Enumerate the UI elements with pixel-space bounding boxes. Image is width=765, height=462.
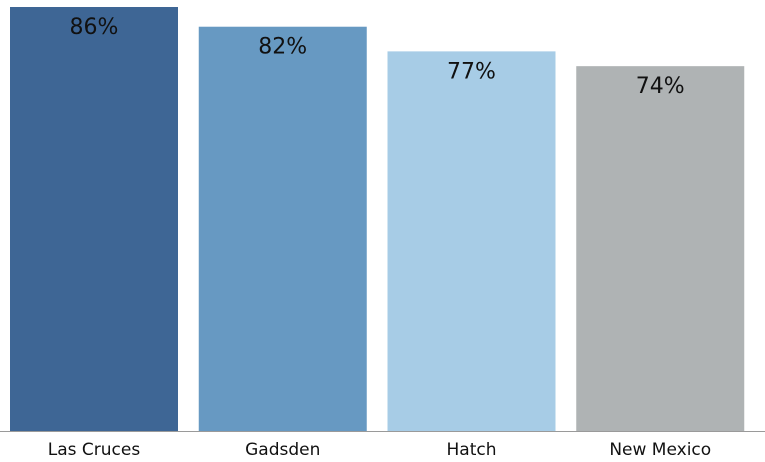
category-label: Las Cruces: [48, 440, 141, 460]
category-label: Hatch: [447, 440, 497, 460]
category-label: New Mexico: [609, 440, 711, 460]
value-labels-group: 86% 82% 77% 74%: [70, 15, 685, 99]
bar-las-cruces: [10, 7, 178, 431]
bar-hatch: [387, 51, 556, 431]
value-label: 86%: [70, 15, 119, 40]
value-label: 77%: [447, 59, 496, 84]
value-label: 82%: [258, 35, 307, 60]
bars-group: [10, 7, 745, 432]
category-labels-group: Las Cruces Gadsden Hatch New Mexico: [48, 440, 711, 460]
bar-new-mexico: [576, 66, 745, 432]
value-label: 74%: [636, 74, 685, 99]
category-label: Gadsden: [245, 440, 320, 460]
bar-gadsden: [198, 26, 367, 432]
